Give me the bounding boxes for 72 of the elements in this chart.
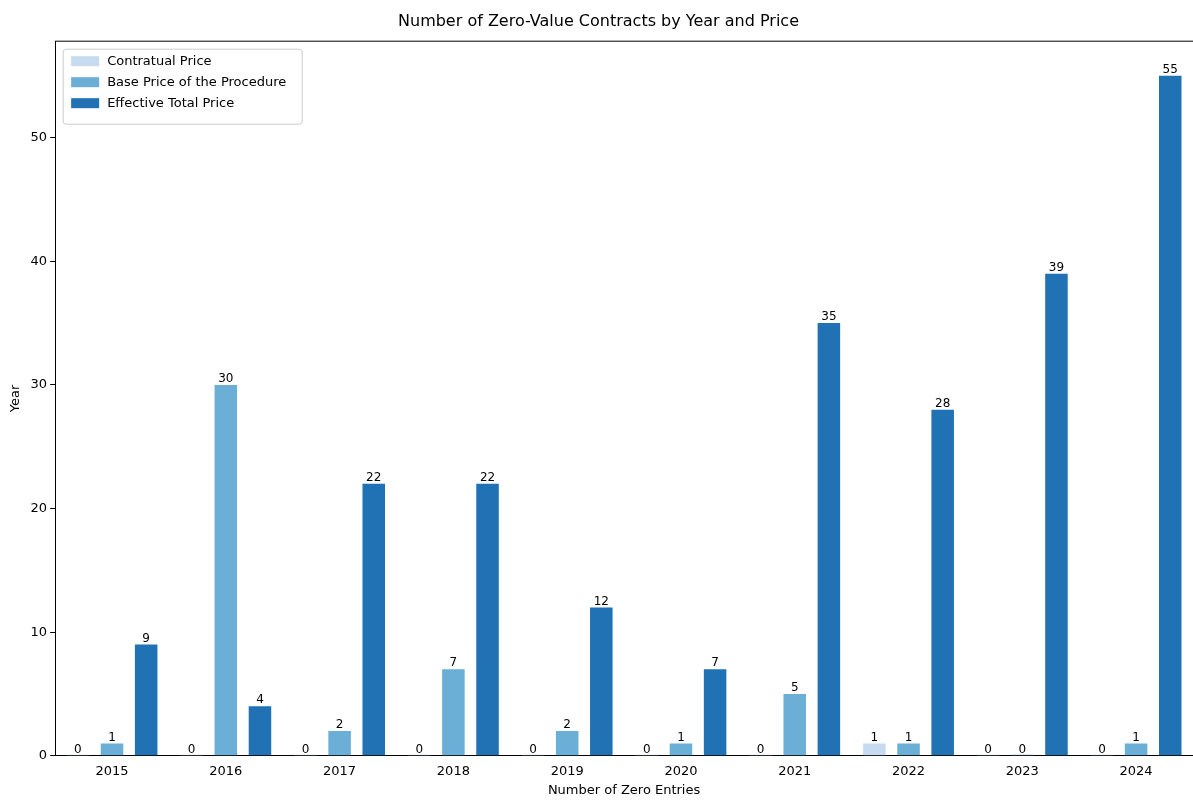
- data-label: 0: [187, 741, 196, 756]
- y-tick-label: 0: [38, 747, 48, 763]
- x-tick-label: 2023: [1005, 762, 1039, 778]
- bar: [590, 607, 613, 756]
- data-label: 7: [449, 655, 458, 670]
- y-tick-label: 50: [30, 129, 48, 145]
- y-axis-title: Year: [7, 384, 23, 414]
- bar: [555, 731, 579, 756]
- y-tick-label: 40: [30, 252, 48, 268]
- data-label: 0: [301, 741, 310, 756]
- legend-label: Effective Total Price: [107, 94, 235, 110]
- bar: [669, 743, 693, 756]
- bar: [134, 644, 158, 756]
- data-label: 55: [1162, 61, 1178, 76]
- x-tick-label: 2015: [95, 762, 129, 778]
- bar: [1158, 75, 1182, 756]
- data-label: 1: [677, 729, 685, 744]
- data-label: 0: [415, 741, 424, 756]
- x-axis-title: Number of Zero Entries: [547, 781, 701, 797]
- bar: [817, 323, 841, 756]
- data-label: 0: [984, 741, 993, 756]
- y-tick-label: 30: [30, 376, 48, 392]
- bar: [897, 743, 920, 756]
- data-label: 2: [563, 717, 571, 732]
- x-tick-label: 2024: [1119, 762, 1153, 778]
- x-tick-label: 2022: [891, 762, 926, 778]
- data-label: 35: [821, 309, 837, 324]
- bar: [248, 706, 272, 756]
- x-tick-label: 2018: [436, 762, 470, 778]
- data-label: 0: [74, 741, 82, 756]
- bar: [703, 669, 727, 756]
- data-label: 1: [1132, 729, 1140, 744]
- legend-label: Contratual Price: [107, 52, 212, 68]
- data-label: 0: [1018, 741, 1027, 756]
- data-label: 0: [643, 741, 651, 756]
- data-label: 30: [218, 371, 234, 386]
- bar: [1045, 273, 1068, 756]
- y-tick-label: 10: [30, 623, 48, 639]
- bar: [931, 409, 954, 756]
- bar: [100, 743, 124, 756]
- y-tick-label: 20: [30, 499, 48, 515]
- data-label: 1: [108, 729, 116, 744]
- data-label: 28: [935, 395, 951, 410]
- data-label: 12: [593, 593, 609, 608]
- bar: [863, 743, 886, 756]
- data-label: 1: [870, 729, 879, 744]
- data-label: 0: [529, 741, 537, 756]
- bar: [783, 693, 807, 756]
- data-label: 39: [1048, 259, 1065, 274]
- data-label: 2: [335, 717, 344, 732]
- bar: [1124, 743, 1148, 756]
- data-label: 5: [790, 680, 799, 695]
- data-label: 0: [756, 741, 765, 756]
- x-tick-label: 2019: [550, 762, 584, 778]
- bar: [328, 731, 351, 756]
- data-label: 22: [479, 469, 496, 484]
- data-label: 1: [904, 729, 913, 744]
- bar: [214, 384, 238, 756]
- x-tick-label: 2021: [778, 762, 812, 778]
- bar: [476, 483, 499, 756]
- bar: [442, 669, 465, 756]
- chart-title: Number of Zero-Value Contracts by Year and Price: [398, 10, 799, 30]
- legend-label: Base Price of the Procedure: [107, 73, 287, 89]
- x-tick-label: 2017: [323, 762, 357, 778]
- data-label: 4: [256, 692, 264, 707]
- data-label: 9: [142, 630, 150, 645]
- x-tick-label: 2020: [664, 762, 698, 778]
- x-tick-label: 2016: [209, 762, 243, 778]
- bar: [362, 483, 386, 756]
- data-label: 0: [1098, 741, 1106, 756]
- data-label: 22: [366, 469, 382, 484]
- data-label: 7: [711, 655, 719, 670]
